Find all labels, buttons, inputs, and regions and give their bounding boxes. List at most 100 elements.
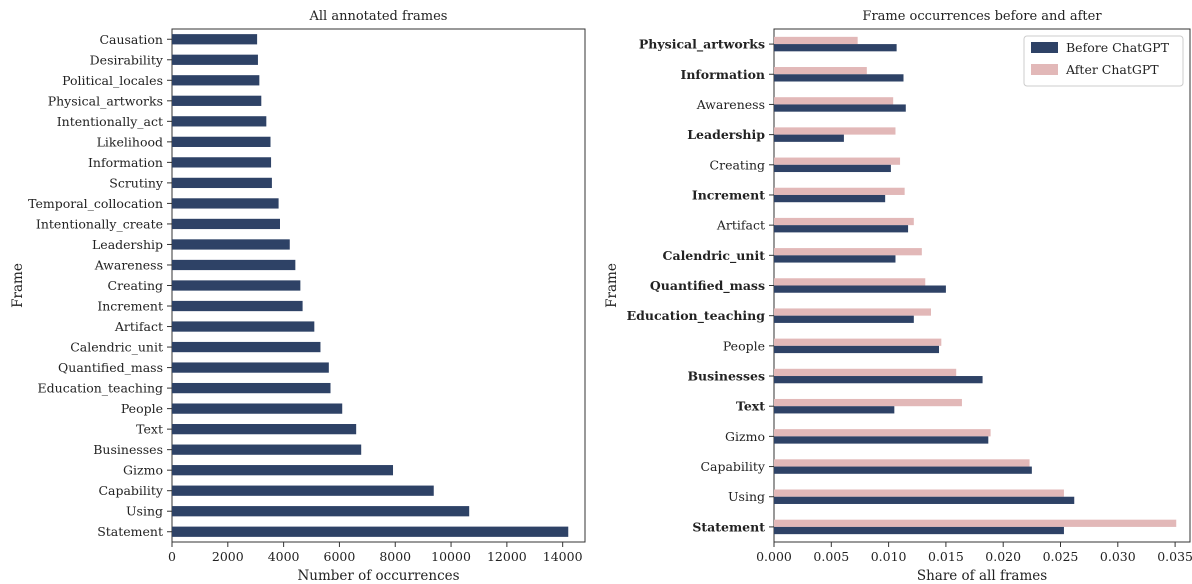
bar-before — [774, 526, 1064, 535]
y-tick-label: Intentionally_create — [36, 216, 163, 231]
bar-after — [774, 127, 896, 135]
y-tick-label: Leadership — [92, 237, 163, 252]
right-chart-title: Frame occurrences before and after — [862, 9, 1102, 24]
bar — [172, 485, 434, 496]
left-bars — [172, 34, 569, 537]
y-tick-label: Statement — [97, 524, 163, 539]
y-tick-label: Physical_artworks — [48, 93, 163, 108]
bar-before — [774, 74, 904, 82]
bar — [172, 280, 301, 291]
y-tick-label: Education_teaching — [627, 308, 766, 324]
bar-before — [774, 376, 983, 384]
y-tick-label: Calendric_unit — [663, 248, 766, 264]
legend-frame — [1023, 35, 1184, 87]
x-tick-label: 0.010 — [871, 549, 907, 564]
y-tick-label: People — [121, 401, 163, 416]
y-tick-label: Using — [126, 504, 163, 519]
y-tick-label: Creating — [108, 278, 163, 293]
right-x-axis-label: Share of all frames — [917, 568, 1047, 584]
bar — [172, 54, 258, 65]
y-tick-label: Text — [136, 422, 163, 437]
y-tick-label: Text — [736, 399, 765, 414]
y-tick-label: Increment — [97, 299, 163, 314]
bar — [172, 116, 267, 127]
bar-before — [774, 406, 895, 414]
y-tick-label: Gizmo — [123, 463, 163, 478]
right-y-axis-label: Frame — [604, 263, 620, 308]
y-tick-label: Quantified_mass — [650, 278, 765, 294]
bar-before — [774, 496, 1075, 504]
bar — [172, 506, 470, 517]
bar-after — [774, 308, 932, 316]
y-tick-label: Information — [680, 67, 765, 82]
y-tick-label: Quantified_mass — [58, 360, 163, 375]
right-bars — [774, 36, 1177, 535]
bar — [172, 526, 569, 537]
left-x-axis-label: Number of occurrences — [297, 568, 459, 584]
y-tick-label: Awareness — [94, 257, 163, 272]
y-tick-label: Capability — [700, 459, 765, 474]
bar-before — [774, 134, 844, 142]
bar-after — [774, 368, 957, 377]
y-tick-label: Information — [88, 155, 163, 170]
bar-before — [774, 255, 896, 263]
x-tick-label: 14000 — [543, 549, 583, 564]
y-tick-label: Calendric_unit — [70, 340, 163, 355]
bar-after — [774, 398, 962, 407]
bar — [172, 362, 329, 373]
y-tick-label: Statement — [692, 519, 765, 534]
x-tick-label: 0.030 — [1100, 549, 1136, 564]
x-tick-label: 0.000 — [756, 549, 792, 564]
bar — [172, 198, 279, 209]
y-tick-label: Physical_artworks — [639, 37, 765, 53]
y-tick-label: Desirability — [90, 52, 164, 67]
bar-before — [774, 466, 1032, 474]
y-tick-label: Creating — [710, 157, 765, 172]
bar — [172, 259, 296, 271]
bar-before — [774, 436, 989, 444]
bar-after — [774, 36, 858, 45]
x-tick-label: 0.035 — [1157, 549, 1192, 564]
left-chart-title: All annotated frames — [309, 9, 448, 24]
bar — [172, 95, 262, 106]
y-tick-label: Businesses — [93, 442, 163, 457]
bar — [172, 341, 321, 353]
bar-before — [774, 164, 891, 173]
bar — [172, 157, 272, 168]
bar — [172, 177, 272, 189]
bar-before — [774, 345, 940, 354]
y-tick-label: Education_teaching — [38, 381, 163, 396]
bar — [172, 300, 303, 312]
left-y-axis-label: Frame — [10, 263, 26, 308]
bar-after — [774, 278, 926, 286]
x-tick-label: 12000 — [487, 549, 527, 564]
bar — [172, 465, 394, 476]
x-tick-label: 2000 — [212, 549, 244, 564]
y-tick-label: Temporal_collocation — [28, 196, 163, 211]
y-tick-label: Increment — [692, 187, 765, 202]
y-tick-label: Artifact — [716, 218, 765, 233]
bar — [172, 444, 362, 455]
legend-label-before: Before ChatGPT — [1066, 40, 1170, 55]
y-tick-label: Leadership — [687, 127, 765, 142]
bar-before — [774, 225, 909, 233]
bar-after — [774, 217, 914, 226]
bar-after — [774, 489, 1064, 497]
y-tick-label: Intentionally_act — [57, 114, 163, 129]
bar — [172, 34, 258, 45]
y-tick-label: Likelihood — [97, 134, 163, 149]
y-tick-label: Scrutiny — [109, 175, 164, 190]
bar-after — [774, 187, 905, 195]
x-tick-label: 8000 — [379, 549, 411, 564]
legend-swatch-before — [1031, 42, 1058, 53]
bar — [172, 382, 331, 394]
y-tick-label: Political_locales — [62, 73, 163, 88]
x-tick-label: 0.005 — [813, 549, 849, 564]
x-tick-label: 10000 — [431, 549, 471, 564]
y-tick-label: Gizmo — [725, 429, 765, 444]
x-tick-label: 0 — [168, 549, 176, 564]
bar-after — [774, 248, 922, 256]
bar-after — [774, 338, 942, 346]
bar-after — [774, 67, 867, 75]
